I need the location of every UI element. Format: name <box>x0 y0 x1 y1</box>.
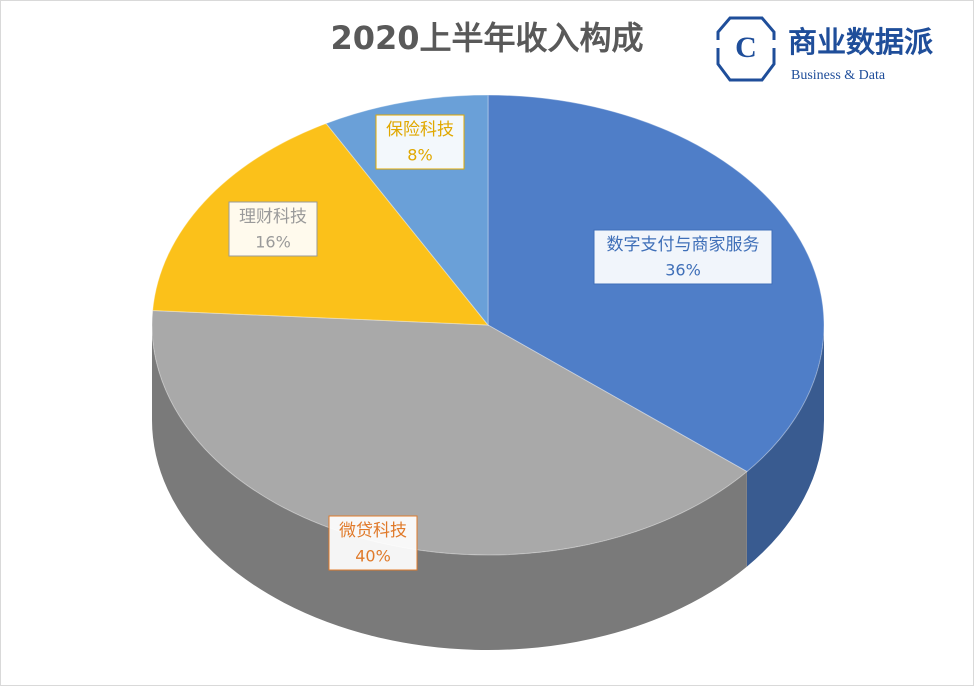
data-label-value: 8% <box>407 146 432 165</box>
logo: C 商业数据派 Business & Data <box>712 16 933 83</box>
logo-name: 商业数据派 <box>788 25 933 59</box>
pie <box>151 94 825 650</box>
data-label-value: 36% <box>665 261 701 280</box>
data-label-box <box>593 229 773 285</box>
data-label-box <box>228 201 318 257</box>
data-label-category: 数字支付与商家服务 <box>607 235 760 255</box>
pie-slice <box>152 122 490 326</box>
data-label-category: 微贷科技 <box>339 521 407 541</box>
data-labels: 数字支付与商家服务 36% 微贷科技 40% 理财科技 16% 保险科技 8% <box>228 114 773 571</box>
data-label-value: 16% <box>255 233 291 252</box>
chart-title: 2020上半年收入构成 <box>330 19 643 57</box>
logo-mark: C <box>735 31 757 64</box>
data-label-box <box>375 114 465 170</box>
data-label-category: 理财科技 <box>239 207 307 227</box>
logo-tagline: Business & Data <box>791 68 886 83</box>
data-label-box <box>328 515 418 571</box>
data-label-value: 40% <box>355 547 391 566</box>
data-label-category: 保险科技 <box>386 120 454 140</box>
slice-side <box>746 325 824 567</box>
logo-gap <box>712 40 780 48</box>
slice-side <box>152 325 747 650</box>
